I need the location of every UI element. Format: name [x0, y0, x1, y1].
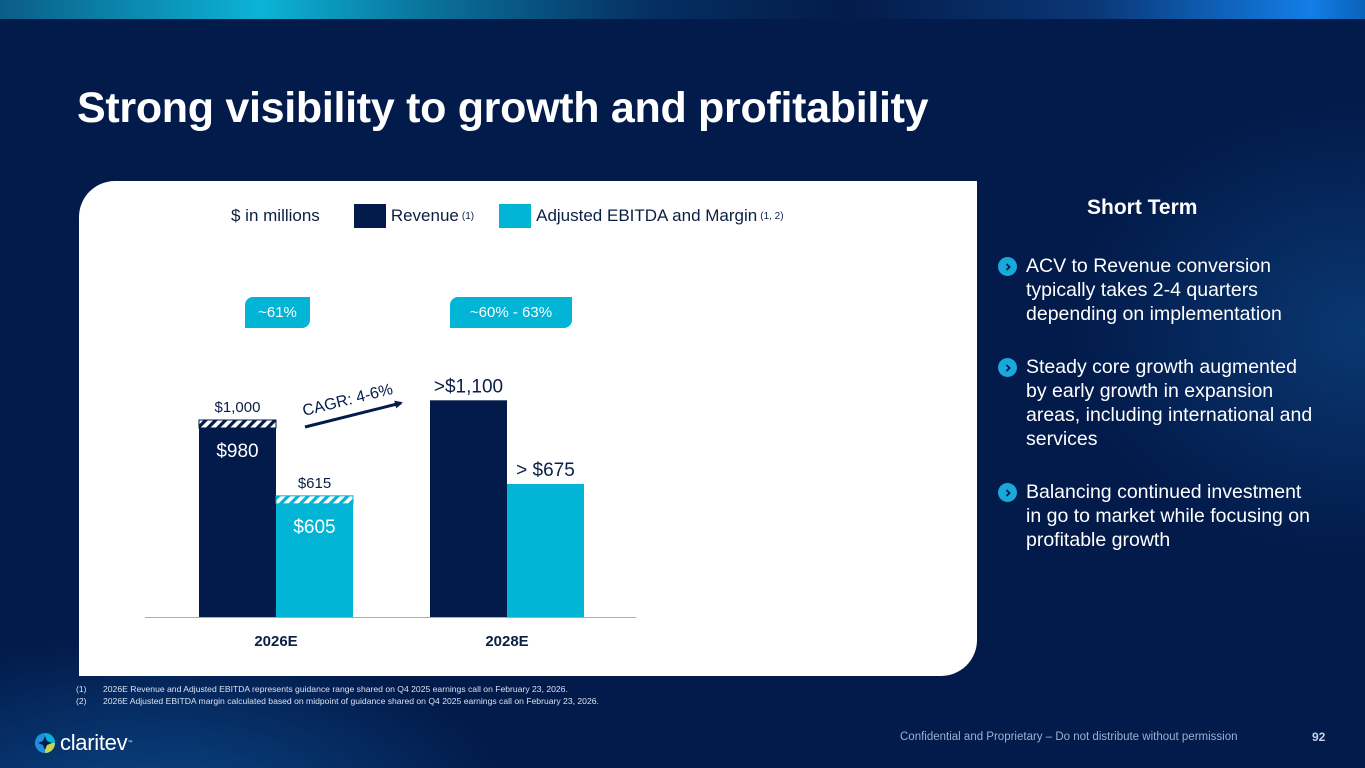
bullet-item: Steady core growth augmented by early gr… [998, 355, 1328, 451]
chart-card [79, 181, 977, 676]
units-label: $ in millions [231, 206, 320, 225]
bullet-item: Balancing continued investment in go to … [998, 480, 1328, 552]
footnote-text: 2026E Adjusted EBITDA margin calculated … [103, 696, 599, 706]
claritev-logo: claritev ™ [34, 730, 133, 756]
legend-swatch-revenue [353, 204, 386, 228]
sidebar-title: Short Term [1087, 196, 1198, 219]
logo-trademark: ™ [127, 739, 134, 747]
footnote-text: 2026E Revenue and Adjusted EBITDA repres… [103, 684, 568, 694]
footnote: (2) 2026E Adjusted EBITDA margin calcula… [76, 695, 599, 707]
chevron-right-icon [998, 257, 1017, 276]
legend-note-ebitda: (1, 2) [760, 210, 784, 222]
bullet-text: ACV to Revenue conversion typically take… [1026, 255, 1282, 325]
footnotes: (1) 2026E Revenue and Adjusted EBITDA re… [76, 683, 599, 707]
top-gradient-bar [0, 0, 1365, 19]
slide-title: Strong visibility to growth and profitab… [77, 84, 929, 132]
logo-wordmark: claritev [60, 730, 128, 755]
chart-legend: $ in millions Revenue (1) Adjusted EBITD… [231, 203, 809, 229]
legend-item-ebitda: Adjusted EBITDA and Margin (1, 2) [499, 204, 784, 228]
legend-note-revenue: (1) [461, 210, 475, 222]
legend-item-revenue: Revenue (1) [353, 204, 475, 228]
footnote-number: (2) [76, 696, 87, 706]
chevron-right-icon [998, 483, 1017, 502]
chevron-right-icon [998, 358, 1017, 377]
confidentiality-notice: Confidential and Proprietary – Do not di… [900, 731, 1238, 743]
claritev-logo-icon [35, 733, 55, 753]
legend-label-revenue: Revenue [390, 206, 459, 225]
margin-badge-2028e: ~60% - 63% [450, 297, 572, 328]
legend-label-ebitda: Adjusted EBITDA and Margin [536, 206, 758, 225]
sidebar-bullets: ACV to Revenue conversion typically take… [998, 254, 1328, 581]
margin-badge-2026e: ~61% [245, 297, 310, 328]
bullet-text: Steady core growth augmented by early gr… [1026, 356, 1313, 450]
page-number: 92 [1312, 730, 1326, 744]
footnote-number: (1) [76, 684, 87, 694]
legend-swatch-ebitda [499, 204, 532, 228]
bullet-text: Balancing continued investment in go to … [1026, 481, 1310, 551]
bullet-item: ACV to Revenue conversion typically take… [998, 254, 1328, 326]
footnote: (1) 2026E Revenue and Adjusted EBITDA re… [76, 683, 599, 695]
